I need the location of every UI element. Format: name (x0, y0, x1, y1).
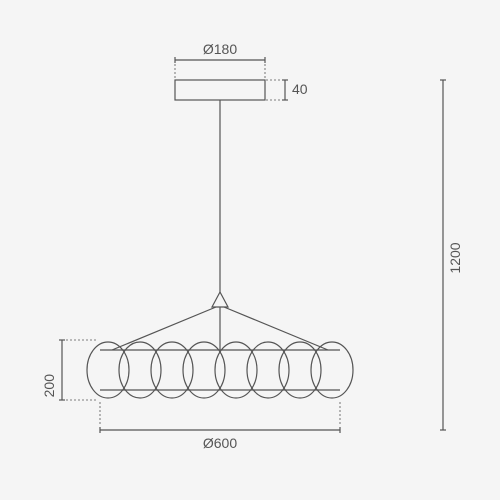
canopy-diameter-label: Ø180 (203, 41, 237, 57)
body-height-label: 200 (41, 374, 57, 398)
canopy (175, 80, 265, 100)
canopy-height-label: 40 (292, 81, 308, 97)
dim-canopy-height: 40 (266, 80, 308, 100)
technical-diagram: Ø180 40 (0, 0, 500, 500)
dim-canopy-diameter: Ø180 (175, 41, 265, 80)
dim-body-height: 200 (41, 340, 98, 400)
lamp-body (87, 342, 353, 398)
dim-total-height: 1200 (440, 80, 463, 430)
total-height-label: 1200 (447, 242, 463, 273)
dim-body-width: Ø600 (100, 402, 340, 451)
cone-connector (212, 292, 228, 307)
body-width-label: Ø600 (203, 435, 237, 451)
